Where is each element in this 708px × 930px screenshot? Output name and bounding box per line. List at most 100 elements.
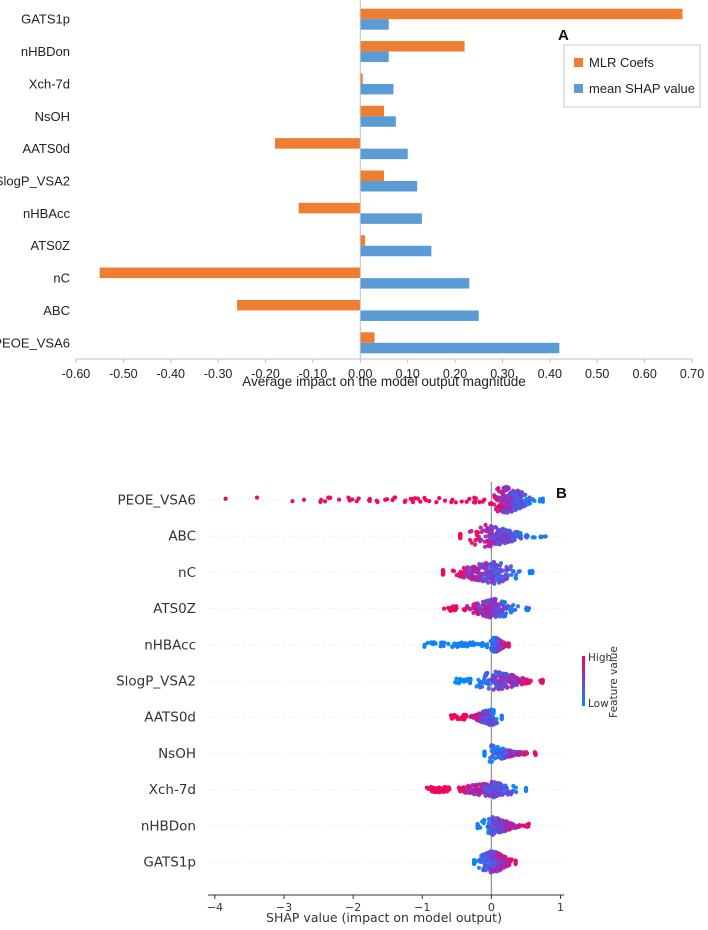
- shap-dot: [449, 499, 454, 505]
- shap-dot: [474, 533, 479, 538]
- x-tick-label: 1: [557, 901, 564, 914]
- shap-dot: [501, 508, 506, 513]
- bar-mlr-coefs-nsoh: [360, 105, 384, 117]
- shap-dot: [408, 496, 413, 501]
- shap-dot: [468, 569, 473, 575]
- shap-dot: [485, 642, 490, 647]
- shap-dot: [464, 571, 469, 576]
- shap-dot: [521, 499, 527, 504]
- shap-dot: [472, 606, 478, 611]
- x-axis-title: SHAP value (impact on model output): [266, 910, 502, 925]
- shap-dot: [445, 788, 450, 794]
- shap-dot: [497, 754, 503, 760]
- shap-dot: [461, 565, 466, 571]
- x-tick-label: -0.20: [251, 367, 280, 381]
- shap-dot: [506, 499, 512, 504]
- shap-dot: [485, 670, 490, 676]
- panel-a-x-ticks: -0.60 -0.50 -0.40 -0.30 -0.20 -0.10 0.00 0.10 0.…: [62, 359, 704, 381]
- shap-dot: [513, 860, 518, 866]
- shap-dot: [461, 712, 466, 717]
- shap-dot: [495, 533, 500, 538]
- bar-mean-shap-value-nsoh: [360, 116, 396, 127]
- shap-dot: [480, 720, 485, 725]
- shap-dot: [438, 644, 443, 649]
- feature-label-nsoh: NsOH: [158, 746, 196, 762]
- shap-dot: [440, 568, 446, 573]
- shap-dot: [495, 641, 500, 646]
- shap-dot: [488, 870, 493, 875]
- shap-dot: [517, 505, 522, 510]
- shap-dot: [498, 792, 503, 797]
- shap-dot: [430, 785, 435, 790]
- shap-dot: [467, 640, 473, 645]
- shap-dot: [511, 497, 516, 502]
- bar-mlr-coefs-nhbacc: [298, 202, 361, 214]
- shap-dot: [503, 606, 508, 611]
- shap-dot: [525, 678, 530, 683]
- shap-dot: [492, 609, 497, 614]
- shap-dot: [462, 717, 467, 722]
- category-label-peoe-vsa6: PEOE_VSA6: [0, 335, 70, 350]
- category-label-nc: nC: [53, 271, 70, 286]
- shap-dot: [454, 714, 459, 719]
- shap-dot: [484, 562, 489, 568]
- shap-dot: [475, 825, 480, 830]
- shap-dot: [499, 823, 504, 828]
- shap-dot: [523, 492, 528, 497]
- shap-dot: [512, 508, 518, 513]
- shap-dot: [442, 606, 447, 611]
- shap-dot: [512, 677, 517, 682]
- shap-dot: [301, 497, 307, 502]
- shap-dot: [424, 785, 429, 790]
- shap-dot: [478, 782, 483, 787]
- shap-dot: [490, 561, 495, 566]
- shap-dot: [510, 683, 515, 689]
- shap-dot: [489, 535, 495, 540]
- shap-dot: [496, 536, 501, 541]
- shap-dot: [500, 746, 505, 751]
- category-label-abc: ABC: [43, 303, 70, 318]
- shap-dot: [505, 573, 510, 578]
- shap-dot: [507, 678, 512, 683]
- shap-dot: [485, 599, 491, 604]
- shap-dot: [476, 571, 481, 577]
- shap-dot: [423, 498, 429, 503]
- shap-dot: [514, 531, 519, 537]
- shap-dot: [493, 614, 498, 620]
- category-label-nhbdon: nHBDon: [21, 44, 70, 59]
- shap-dot: [454, 676, 459, 681]
- shap-dot: [483, 534, 488, 539]
- shap-dot: [483, 606, 489, 611]
- shap-dot: [465, 565, 470, 570]
- shap-dot: [483, 522, 488, 528]
- shap-dot: [507, 863, 512, 868]
- shap-dot: [509, 572, 514, 577]
- shap-dot: [508, 858, 513, 864]
- bar-mean-shap-value-abc: [360, 310, 479, 321]
- shap-dot: [477, 565, 483, 570]
- panel-b-x-ticks: −4 −3 −2 −1 0 1: [207, 895, 564, 914]
- shap-dot: [484, 792, 489, 797]
- shap-dot: [494, 821, 499, 826]
- shap-dot: [530, 497, 535, 502]
- shap-dot: [425, 640, 430, 645]
- category-label-nsoh: NsOH: [35, 109, 70, 124]
- shap-dot: [467, 496, 472, 502]
- shap-dot: [487, 541, 493, 546]
- shap-dot: [506, 642, 511, 648]
- shap-dot: [322, 499, 328, 504]
- shap-dot: [511, 569, 516, 574]
- shap-dot: [461, 679, 467, 684]
- shap-dot: [488, 755, 493, 761]
- shap-dot: [492, 720, 497, 725]
- shap-dot: [501, 614, 506, 619]
- shap-dot: [497, 577, 502, 582]
- x-tick-label: -0.60: [62, 367, 91, 381]
- shap-dot: [533, 751, 538, 756]
- shap-dot: [540, 499, 546, 504]
- shap-dot: [507, 606, 512, 611]
- bar-mlr-coefs-nc: [99, 267, 361, 279]
- shap-dot: [482, 750, 487, 756]
- beeswarm-row-nhbdon: [475, 815, 532, 837]
- shap-dot: [509, 789, 514, 794]
